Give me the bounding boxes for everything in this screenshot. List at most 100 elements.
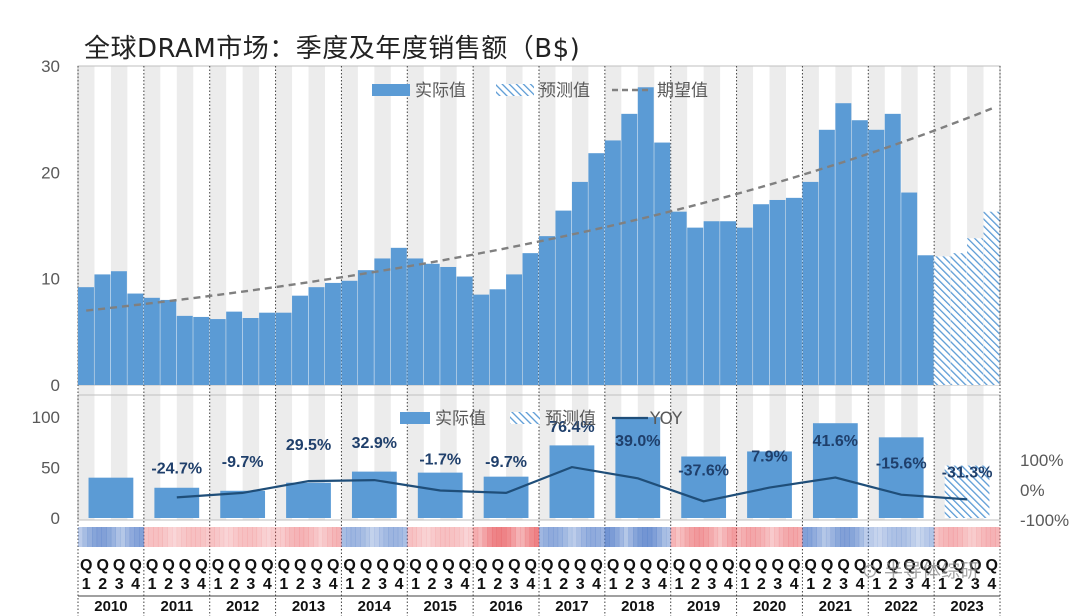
- annual-legend-actual-swatch: [400, 412, 430, 424]
- quarter-letter: Q: [343, 557, 355, 574]
- heat-strip-cell: [764, 527, 770, 547]
- heat-strip-cell: [247, 527, 253, 547]
- y-tick-label: 20: [41, 163, 60, 182]
- quarterly-actual-bar: [851, 120, 868, 385]
- quarterly-actual-bar: [703, 221, 720, 385]
- quarter-letter: Q: [195, 557, 207, 574]
- quarter-number: 2: [362, 576, 371, 593]
- heat-strip-cell: [520, 527, 526, 547]
- heat-strip-cell: [694, 527, 700, 547]
- yoy-value-label: -1.7%: [419, 452, 461, 469]
- heat-strip-cell: [774, 527, 780, 547]
- heat-strip-cell: [496, 527, 502, 547]
- annual-actual-bar: [220, 490, 266, 518]
- heat-strip-cell: [731, 527, 737, 547]
- quarter-letter: Q: [294, 557, 306, 574]
- quarterly-actual-bar: [522, 253, 539, 385]
- heat-strip-cell: [237, 527, 243, 547]
- heat-strip-cell: [364, 527, 370, 547]
- quarterly-actual-bar: [555, 210, 572, 385]
- heat-strip-cell: [459, 527, 465, 547]
- heat-strip-cell: [256, 527, 262, 547]
- heat-strip-cell: [661, 527, 667, 547]
- annual-actual-bar: [417, 472, 463, 518]
- heat-strip-cell: [830, 527, 836, 547]
- yoy-value-label: -24.7%: [151, 460, 202, 477]
- quarter-number: 3: [312, 576, 321, 593]
- quarter-letter: Q: [590, 557, 602, 574]
- quarter-number: 3: [839, 576, 848, 593]
- heat-strip-cell: [346, 527, 352, 547]
- heat-strip-cell: [487, 527, 493, 547]
- heat-strip-cell: [134, 527, 140, 547]
- quarter-letter: Q: [541, 557, 553, 574]
- quarterly-actual-bar: [720, 221, 737, 385]
- quarterly-actual-bar: [588, 153, 605, 385]
- heat-strip-cell: [967, 527, 973, 547]
- quarterly-actual-bar: [604, 140, 621, 385]
- heat-strip-cell: [393, 527, 399, 547]
- heat-strip-cell: [722, 527, 728, 547]
- heat-strip-cell: [411, 527, 417, 547]
- year-label: 2012: [226, 598, 259, 615]
- quarterly-actual-bar: [670, 211, 687, 385]
- heat-strip-cell: [157, 527, 163, 547]
- quarter-number: 4: [460, 576, 469, 593]
- year-label: 2021: [819, 598, 852, 615]
- heat-strip-cell: [233, 527, 239, 547]
- quarterly-actual-bar: [917, 255, 934, 385]
- heat-strip-cell: [350, 527, 356, 547]
- heat-strip-cell: [454, 527, 460, 547]
- heat-strip-cell: [788, 527, 794, 547]
- heat-strip-cell: [745, 527, 751, 547]
- heat-strip-cell: [901, 527, 907, 547]
- quarter-number: 4: [197, 576, 206, 593]
- heat-strip-cell: [684, 527, 690, 547]
- quarter-number: 3: [378, 576, 387, 593]
- quarterly-actual-bar: [308, 287, 325, 385]
- quarter-letter: Q: [623, 557, 635, 574]
- heat-strip-cell: [261, 527, 267, 547]
- legend-forecast-label: 预测值: [539, 81, 590, 101]
- heat-strip-cell: [228, 527, 234, 547]
- quarterly-actual-bar: [769, 199, 786, 385]
- quarter-letter: Q: [969, 557, 981, 574]
- quarter-letter: Q: [656, 557, 668, 574]
- heat-strip-cell: [990, 527, 996, 547]
- heat-strip-cell: [576, 527, 582, 547]
- heat-strip-cell: [468, 527, 474, 547]
- yoy-value-label: -31.3%: [942, 464, 993, 481]
- year-label: 2013: [292, 598, 325, 615]
- heat-strip-cell: [383, 527, 389, 547]
- heat-strip-cell: [529, 527, 535, 547]
- yoy-value-label: 32.9%: [352, 435, 397, 452]
- heat-strip-cell: [303, 527, 309, 547]
- watermark-text: ⊙ 半导体综研: [862, 560, 979, 582]
- quarter-number: 4: [658, 576, 667, 593]
- expected-trend-line: [86, 107, 993, 312]
- chart-title: 全球DRAM市场：季度及年度销售额（B$): [84, 34, 581, 64]
- year-label: 2010: [94, 598, 127, 615]
- quarterly-actual-bar: [835, 103, 852, 385]
- heat-strip-cell: [186, 527, 192, 547]
- annual-legend-forecast-label: 预测值: [545, 409, 596, 429]
- quarter-letter: Q: [837, 557, 849, 574]
- heat-strip-cell: [863, 527, 869, 547]
- annual-y-tick-label: 100: [32, 408, 60, 427]
- quarterly-actual-bar: [341, 280, 358, 385]
- quarterly-actual-bar: [753, 204, 769, 385]
- y-tick-label: 10: [41, 270, 60, 289]
- heat-strip-cell: [299, 527, 305, 547]
- heat-strip-cell: [463, 527, 469, 547]
- annual-forecast-bar: [944, 465, 990, 518]
- quarter-letter: Q: [179, 557, 191, 574]
- yoy-line: [176, 465, 968, 503]
- quarter-letter: Q: [96, 557, 108, 574]
- yoy-value-label: 29.5%: [286, 437, 331, 454]
- heat-strip-cell: [115, 527, 121, 547]
- heat-strip-cell: [195, 527, 201, 547]
- heat-strip-cell: [877, 527, 883, 547]
- quarter-letter: Q: [854, 557, 866, 574]
- heat-strip-cell: [421, 527, 427, 547]
- heat-strip-cell: [501, 527, 507, 547]
